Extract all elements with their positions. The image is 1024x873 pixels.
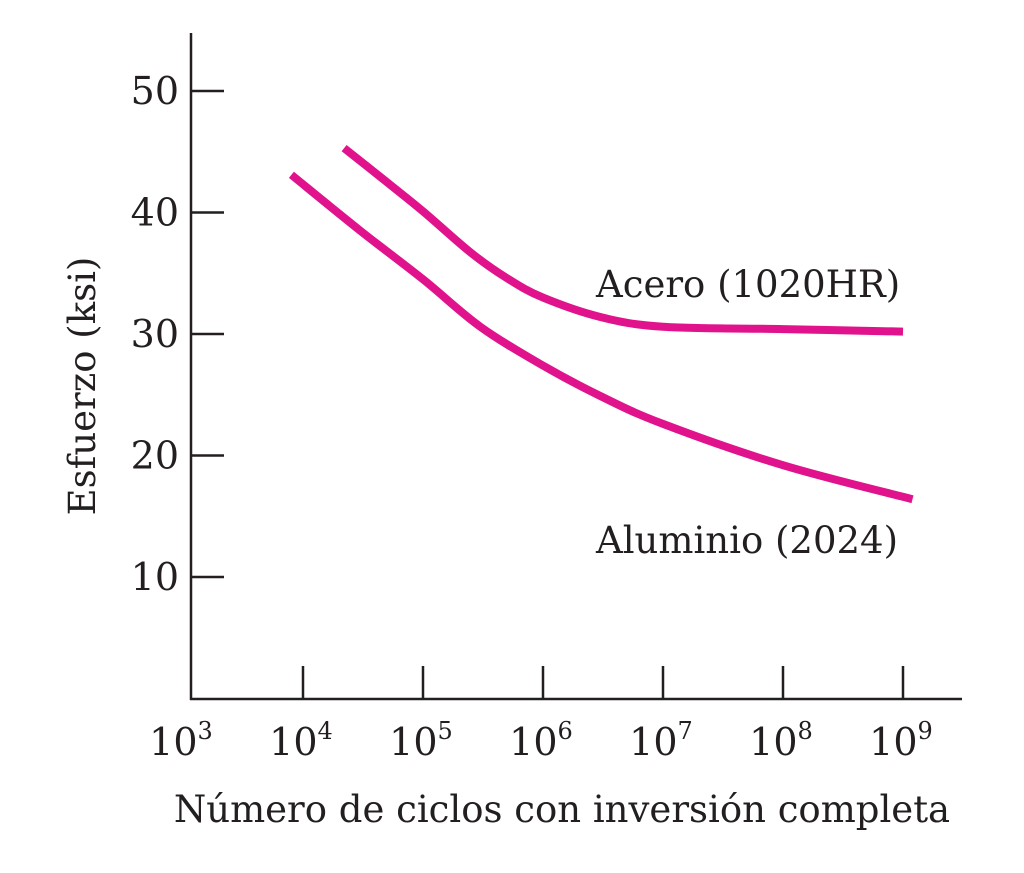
x-axis-title: Número de ciclos con inversión completa (174, 788, 950, 831)
x-tick-label: 107 (629, 717, 693, 764)
x-tick-label: 106 (509, 717, 573, 764)
series-line-aluminio (288, 171, 914, 504)
y-ticks: 10 20 30 40 50 (131, 69, 224, 599)
series-label-acero: Acero (1020HR) (595, 263, 900, 306)
y-tick-label: 20 (131, 434, 179, 478)
series-layer (288, 144, 914, 504)
y-tick-label: 10 (131, 555, 179, 599)
y-axis-title: Esfuerzo (ksi) (61, 257, 104, 516)
y-tick-label: 50 (131, 69, 179, 113)
series-line-acero (341, 144, 904, 336)
x-tick-label: 108 (749, 717, 813, 764)
x-tick-label: 104 (269, 717, 333, 764)
series-label-aluminio: Aluminio (2024) (595, 519, 898, 562)
x-tick-label: 105 (389, 717, 453, 764)
y-tick-label: 30 (131, 312, 179, 356)
y-tick-label: 40 (131, 191, 179, 235)
x-tick-label: 109 (869, 717, 933, 764)
x-ticks: 103 104 105 106 107 108 109 (149, 666, 933, 764)
x-tick-label: 103 (149, 717, 213, 764)
